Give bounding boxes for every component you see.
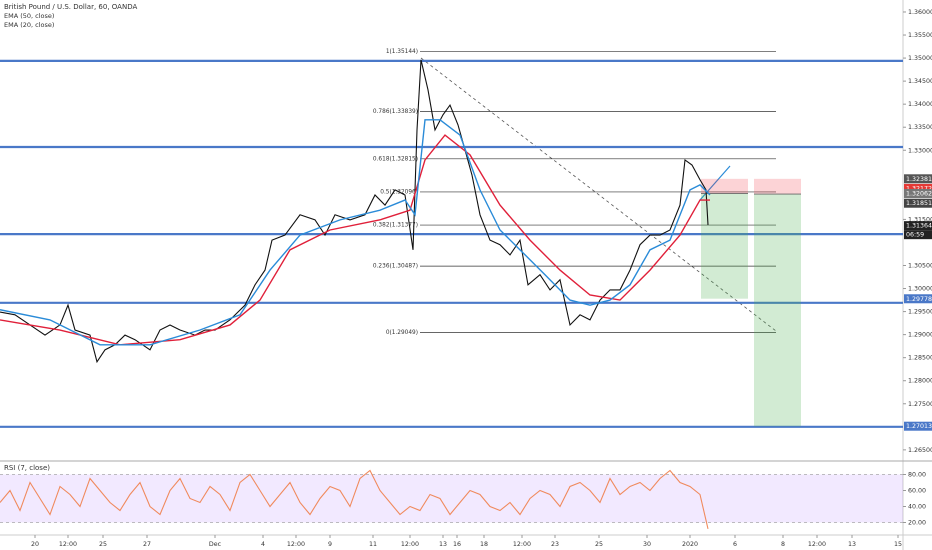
legend-entry: EMA (20, close) [4, 21, 54, 29]
y-tick-label: 1.29000 [908, 332, 932, 339]
y-tick-label: 80.00 [908, 471, 926, 478]
y-tick-label: 1.34000 [908, 101, 932, 108]
price-label-bg [904, 294, 932, 304]
countdown-bg [904, 230, 932, 240]
x-tick-label: 13 [848, 541, 856, 548]
x-tick-label: 16 [453, 541, 461, 548]
x-tick-label: 4 [261, 541, 265, 548]
drawn-line [699, 165, 731, 201]
fib-label: 0.786(1.33839) [373, 109, 418, 115]
x-tick-label: 27 [143, 541, 151, 548]
y-tick-label: 1.28000 [908, 378, 932, 385]
fib-label: 1(1.35144) [386, 49, 418, 55]
y-tick-label: 1.30000 [908, 286, 932, 293]
y-tick-label: 1.30500 [908, 262, 932, 269]
y-tick-label: 1.35000 [908, 55, 932, 62]
series-line [0, 119, 711, 346]
series-line [0, 59, 709, 364]
x-tick-label: 23 [551, 541, 559, 548]
target-zone [754, 194, 801, 427]
x-tick-label: 13 [439, 541, 447, 548]
y-tick-label: 60.00 [908, 487, 926, 494]
x-tick-label: 8 [781, 541, 785, 548]
price-label-bg [904, 221, 932, 231]
x-tick-label: 30 [643, 541, 651, 548]
fib-label: 0(1.29049) [386, 330, 418, 336]
x-tick-label: 9 [328, 541, 332, 548]
price-label-bg [904, 198, 932, 208]
x-tick-label: 20 [31, 541, 39, 548]
x-tick-label: 12:00 [401, 541, 419, 548]
x-tick-label: 18 [480, 541, 488, 548]
countdown: 06:59 [906, 232, 924, 239]
price-label: 1.29778 [906, 296, 932, 303]
y-tick-label: 1.26500 [908, 447, 932, 454]
y-tick-label: 1.28500 [908, 355, 932, 362]
fib-label: 0.236(1.30487) [373, 264, 418, 270]
price-label: 1.32172 [906, 185, 932, 192]
rsi-band [0, 474, 903, 523]
target-zone [701, 193, 748, 299]
x-tick-label: 11 [369, 541, 377, 548]
x-tick-label: 12:00 [808, 541, 826, 548]
price-label: 1.32381 [906, 176, 932, 183]
price-label: 1.31851 [906, 200, 932, 207]
stop-zone [754, 178, 801, 195]
price-label: 1.31364 [906, 223, 932, 230]
series-line [0, 134, 710, 346]
stop-zone [701, 178, 748, 194]
price-label-bg [904, 421, 932, 431]
price-label-bg [904, 174, 932, 184]
x-tick-label: 12:00 [287, 541, 305, 548]
chart-title: British Pound / U.S. Dollar, 60, OANDA [4, 3, 137, 11]
y-tick-label: 40.00 [908, 504, 926, 511]
x-tick-label: 2020 [682, 541, 698, 548]
x-tick-label: 6 [733, 541, 737, 548]
trend-line [420, 57, 777, 332]
legend-entry: EMA (50, close) [4, 12, 54, 20]
x-tick-label: Dec [209, 541, 222, 548]
y-tick-label: 1.27500 [908, 401, 932, 408]
y-tick-label: 1.33000 [908, 147, 932, 154]
price-label-bg [904, 188, 932, 198]
y-tick-label: 1.36000 [908, 9, 932, 16]
x-tick-label: 25 [595, 541, 603, 548]
y-tick-label: 1.35500 [908, 32, 932, 39]
y-tick-label: 1.29500 [908, 309, 932, 316]
price-label-bg [904, 183, 932, 193]
y-tick-label: 20.00 [908, 520, 926, 527]
x-tick-label: 25 [99, 541, 107, 548]
series-line [0, 469, 709, 530]
y-tick-label: 1.31500 [908, 216, 932, 223]
fib-label: 0.382(1.31377) [373, 223, 418, 229]
price-label: 1.27013 [906, 423, 932, 430]
x-tick-label: 15 [894, 541, 902, 548]
y-tick-label: 1.34500 [908, 78, 932, 85]
price-label: 1.32062 [906, 190, 932, 197]
x-tick-label: 12:00 [59, 541, 77, 548]
x-tick-label: 12:00 [513, 541, 531, 548]
y-tick-label: 1.33500 [908, 124, 932, 131]
fib-label: 0.618(1.32815) [373, 156, 418, 162]
pane-title: RSI (7, close) [4, 464, 50, 472]
